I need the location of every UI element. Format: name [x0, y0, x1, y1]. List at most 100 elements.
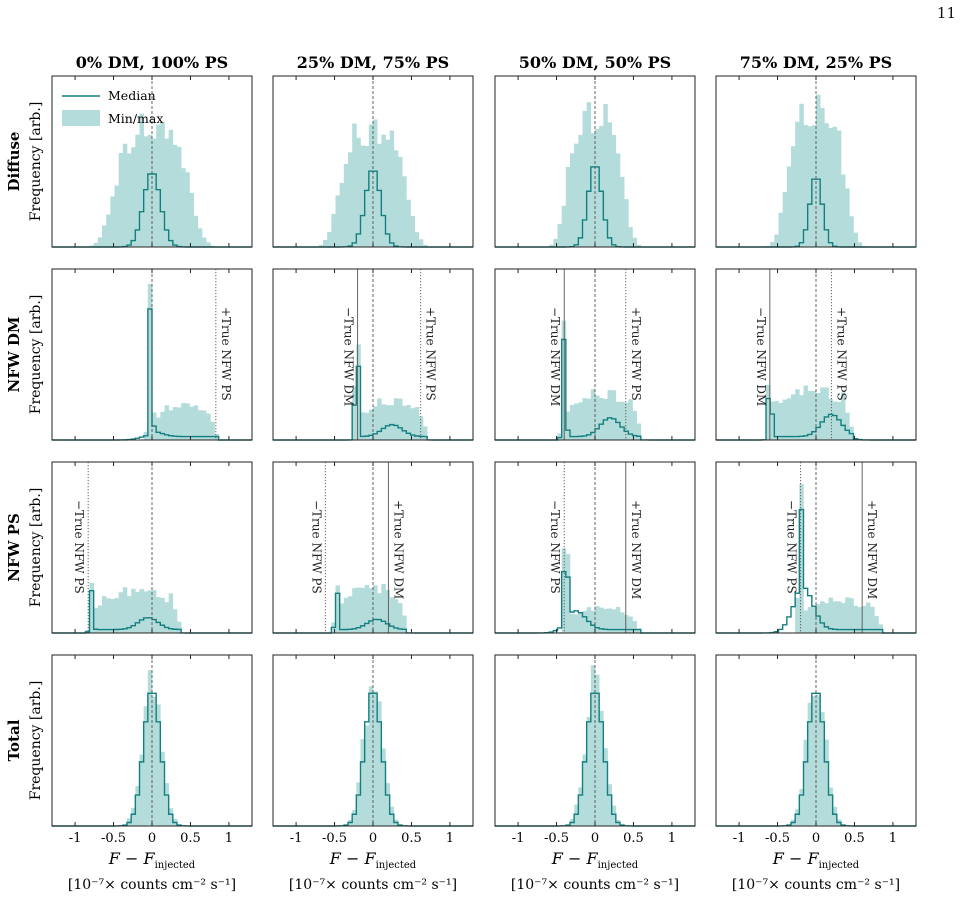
- x-tick-label: 0: [369, 831, 377, 846]
- minmax-bar: [857, 607, 863, 633]
- minmax-bar: [193, 405, 199, 440]
- row-label: NFW DM: [5, 316, 23, 392]
- minmax-bar: [845, 412, 850, 440]
- minmax-bar: [836, 601, 842, 633]
- minmax-bar: [152, 138, 157, 247]
- minmax-bar: [791, 146, 796, 247]
- minmax-bar: [368, 686, 374, 826]
- minmax-bar: [381, 748, 386, 826]
- minmax-bar: [570, 613, 575, 633]
- histogram-panel: +True NFW PS: [51, 268, 253, 441]
- minmax-bar: [381, 404, 386, 440]
- minmax-bar: [595, 674, 600, 826]
- minmax-bar: [603, 608, 608, 633]
- minmax-bar: [778, 402, 783, 440]
- minmax-bar: [102, 596, 107, 633]
- minmax-bar: [766, 384, 771, 440]
- minmax-bar: [385, 405, 390, 440]
- minmax-bar: [599, 607, 604, 633]
- x-tick-label: -1: [733, 831, 746, 846]
- minmax-bar: [168, 410, 174, 440]
- minmax-bar: [582, 611, 587, 633]
- true-value-label: −True NFW PS: [72, 500, 86, 594]
- minmax-bar: [824, 603, 829, 633]
- minmax-bar: [377, 701, 382, 826]
- minmax-bar: [147, 590, 153, 633]
- minmax-bar: [368, 588, 374, 633]
- histogram-panel: [494, 75, 696, 248]
- histogram-panel: [715, 75, 917, 248]
- minmax-bar: [803, 739, 808, 826]
- minmax-bar: [836, 401, 842, 440]
- minmax-bar: [360, 412, 365, 440]
- minmax-bar: [343, 597, 349, 633]
- minmax-bar: [356, 137, 361, 247]
- minmax-bar: [364, 412, 370, 440]
- minmax-bar: [164, 405, 169, 440]
- minmax-bar: [607, 390, 612, 440]
- x-tick-label: -0.5: [101, 831, 126, 846]
- minmax-bar: [632, 410, 637, 440]
- minmax-bar: [820, 387, 825, 440]
- minmax-bar: [156, 597, 161, 633]
- x-tick-label: -1: [290, 831, 303, 846]
- minmax-bar: [824, 123, 829, 247]
- minmax-bar: [590, 665, 596, 826]
- minmax-bar: [615, 401, 621, 440]
- histogram-panel: −True NFW PS: [51, 461, 253, 634]
- minmax-bar: [828, 127, 833, 247]
- minmax-bar: [402, 615, 407, 633]
- minmax-bar: [164, 602, 169, 633]
- minmax-bar: [335, 195, 340, 247]
- histogram-panel: -1 -0.5 0 0.5 1 F − Finjected [10⁻⁷× counts cm…: [715, 654, 917, 893]
- minmax-bar: [202, 237, 207, 247]
- minmax-bar: [578, 787, 583, 826]
- minmax-bar: [578, 135, 583, 247]
- minmax-bar: [97, 237, 103, 247]
- minmax-bar: [632, 237, 637, 247]
- minmax-bar: [364, 584, 370, 633]
- minmax-bar: [845, 597, 850, 633]
- minmax-bar: [811, 390, 817, 440]
- x-tick-label: 0.5: [180, 831, 201, 846]
- minmax-bar: [853, 232, 858, 247]
- minmax-bar: [632, 620, 637, 633]
- minmax-bar: [164, 783, 169, 826]
- histogram-panel: -1 -0.5 0 0.5 1 F − Finjected [10⁻⁷× counts cm…: [494, 654, 696, 893]
- minmax-bar: [828, 398, 833, 440]
- minmax-bar: [807, 390, 813, 440]
- minmax-bar: [160, 751, 165, 826]
- minmax-bar: [373, 585, 378, 633]
- minmax-bar: [582, 398, 587, 440]
- minmax-bar: [828, 787, 833, 826]
- minmax-bar: [611, 134, 617, 247]
- row-label: Total: [5, 719, 23, 761]
- minmax-bar: [803, 385, 808, 440]
- minmax-bar: [590, 610, 596, 633]
- minmax-bar: [172, 609, 178, 633]
- minmax-bar: [381, 583, 386, 633]
- minmax-bar: [377, 398, 382, 440]
- minmax-bar: [147, 283, 153, 440]
- x-axis-label: F − Finjected: [329, 849, 417, 871]
- x-tick-label: -0.5: [765, 831, 790, 846]
- minmax-bar: [620, 401, 625, 440]
- minmax-bar: [156, 124, 161, 247]
- true-value-label: −True NFW PS: [785, 500, 799, 594]
- minmax-bar: [131, 588, 136, 633]
- minmax-bar: [139, 589, 144, 633]
- minmax-bar: [402, 405, 407, 440]
- minmax-bar: [398, 156, 403, 247]
- minmax-bar: [586, 398, 592, 440]
- minmax-bar: [348, 152, 353, 247]
- minmax-bar: [586, 102, 592, 247]
- minmax-bar: [607, 784, 612, 826]
- minmax-bar: [832, 401, 838, 440]
- minmax-bar: [197, 410, 203, 440]
- minmax-bar: [841, 174, 846, 247]
- minmax-bar: [423, 426, 428, 440]
- minmax-bar: [122, 587, 128, 633]
- minmax-bar: [849, 216, 854, 247]
- minmax-bar: [574, 804, 579, 826]
- minmax-bar: [352, 386, 357, 440]
